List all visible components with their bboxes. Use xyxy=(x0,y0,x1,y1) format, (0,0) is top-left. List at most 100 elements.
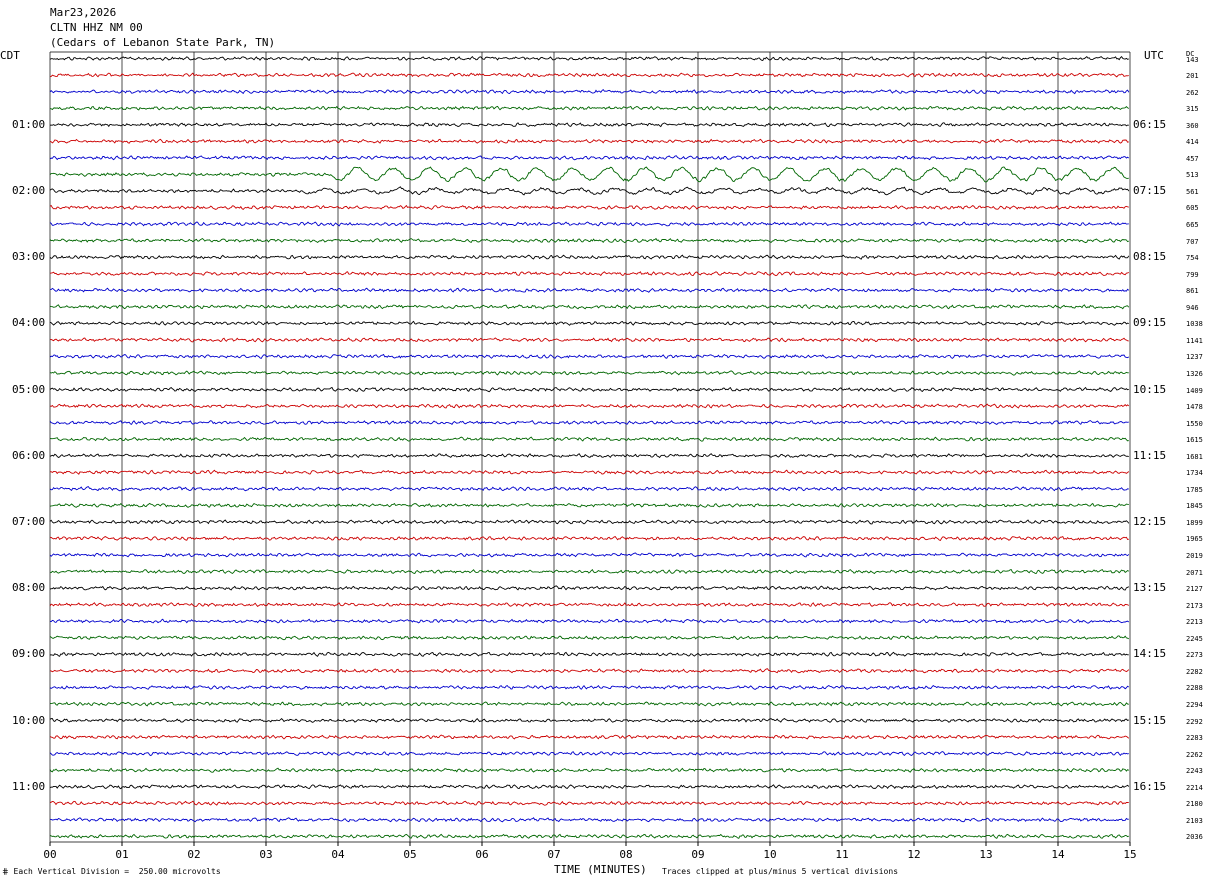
seismic-trace xyxy=(49,105,1130,111)
seismic-trace xyxy=(49,271,1129,277)
seismic-trace xyxy=(49,833,1129,839)
seismic-trace xyxy=(49,684,1130,690)
plot-header: Mar23,2026 CLTN HHZ NM 00 (Cedars of Leb… xyxy=(50,5,275,50)
dc-offset-label: 262 xyxy=(1186,88,1199,97)
left-hour-label: 04:00 xyxy=(12,316,46,330)
seismic-trace xyxy=(49,320,1129,326)
dc-offset-label: 1965 xyxy=(1186,535,1203,544)
seismic-trace xyxy=(49,55,1129,62)
scale-icon: ⋕ xyxy=(2,867,14,876)
seismic-trace xyxy=(49,635,1129,641)
right-hour-label: 16:15 xyxy=(1133,779,1167,793)
seismic-trace xyxy=(49,287,1130,293)
seismic-trace xyxy=(49,237,1129,244)
left-hour-label: 11:00 xyxy=(12,779,46,793)
dc-offset-label: 861 xyxy=(1186,287,1199,296)
dc-offset-label: 2283 xyxy=(1186,734,1203,743)
seismic-trace xyxy=(49,386,1129,393)
seismic-trace xyxy=(49,502,1129,508)
dc-offset-label: 414 xyxy=(1186,138,1199,147)
seismic-trace xyxy=(49,585,1130,591)
dc-offset-label: 2071 xyxy=(1186,568,1203,577)
dc-offset-label: 2288 xyxy=(1186,684,1203,693)
location-label: (Cedars of Lebanon State Park, TN) xyxy=(50,36,276,49)
dc-offset-label: 2262 xyxy=(1186,750,1203,759)
seismic-trace xyxy=(49,186,1130,196)
seismic-trace xyxy=(49,254,1130,260)
dc-header-label: DC xyxy=(1186,50,1195,58)
x-axis-ticks: 00 01 02 03 04 05 06 07 08 09 10 11 12 13 14 15 xyxy=(43,842,1137,861)
dc-offset-label: 1615 xyxy=(1186,436,1203,445)
seismic-trace xyxy=(49,72,1129,78)
x-tick-label: 02 xyxy=(187,848,200,861)
x-tick-label: 13 xyxy=(979,848,992,861)
right-hour-label: 06:15 xyxy=(1133,117,1167,131)
x-tick-label: 11 xyxy=(835,848,848,861)
x-tick-label: 08 xyxy=(619,848,632,861)
left-hour-label: 03:00 xyxy=(12,250,46,264)
dc-offset-label: 1785 xyxy=(1186,485,1203,494)
grid-lines xyxy=(49,51,1131,843)
seismic-trace xyxy=(49,800,1129,806)
seismic-trace xyxy=(49,552,1130,558)
seismic-trace xyxy=(49,817,1129,823)
seismic-trace xyxy=(49,718,1129,723)
seismic-trace xyxy=(49,420,1129,426)
seismic-trace xyxy=(49,403,1130,409)
seismic-trace xyxy=(49,166,1129,183)
dc-offset-label: 799 xyxy=(1186,270,1199,279)
seismic-trace xyxy=(49,536,1129,541)
seismic-trace xyxy=(49,469,1130,475)
date-label: Mar23,2026 xyxy=(50,6,117,19)
x-tick-label: 00 xyxy=(43,848,56,861)
left-hour-label: 01:00 xyxy=(12,117,46,131)
x-tick-label: 14 xyxy=(1051,848,1065,861)
scale-text: Each Vertical Division = 250.00 microvol… xyxy=(13,867,221,876)
dc-offset-label: 1899 xyxy=(1186,518,1203,527)
right-hour-label: 08:15 xyxy=(1133,250,1167,264)
x-tick-label: 03 xyxy=(259,848,272,861)
right-hour-label: 11:15 xyxy=(1133,448,1167,462)
seismic-trace xyxy=(49,436,1129,442)
left-hour-label: 07:00 xyxy=(12,514,46,528)
seismic-trace xyxy=(49,155,1130,161)
dc-offset-label: 754 xyxy=(1186,254,1199,263)
seismic-trace xyxy=(49,519,1130,525)
seismic-trace xyxy=(49,221,1129,227)
x-tick-label: 05 xyxy=(403,848,416,861)
seismic-trace xyxy=(49,204,1129,211)
dc-offset-label: 605 xyxy=(1186,204,1199,213)
left-hour-label: 09:00 xyxy=(12,647,46,661)
seismic-trace xyxy=(49,337,1129,343)
left-hour-label: 02:00 xyxy=(12,183,46,197)
dc-offset-label: 2036 xyxy=(1186,833,1203,842)
seismic-trace xyxy=(49,89,1130,95)
dc-offset-label: 2173 xyxy=(1186,601,1203,610)
dc-offset-label: 1409 xyxy=(1186,386,1203,395)
trace-group xyxy=(49,55,1130,839)
seismic-trace xyxy=(49,122,1129,128)
left-hour-label: 05:00 xyxy=(12,382,46,396)
seismic-trace xyxy=(49,568,1130,575)
dc-offset-label: 1326 xyxy=(1186,369,1203,378)
dc-offset-label: 360 xyxy=(1186,121,1199,130)
seismic-trace xyxy=(49,734,1130,740)
dc-offset-label: 513 xyxy=(1186,171,1199,180)
dc-offset-label: 1141 xyxy=(1186,336,1203,345)
dc-offset-label: 1550 xyxy=(1186,419,1203,428)
x-tick-label: 06 xyxy=(475,848,488,861)
x-tick-label: 09 xyxy=(691,848,704,861)
dc-offset-label: 315 xyxy=(1186,105,1199,114)
seismic-trace xyxy=(49,618,1130,624)
dc-offset-label: 1681 xyxy=(1186,452,1203,461)
seismic-trace xyxy=(49,602,1130,608)
scale-note: ⋕ Each Vertical Division = 250.00 microv… xyxy=(2,867,221,876)
right-hour-label: 09:15 xyxy=(1133,316,1167,330)
left-hour-label: 06:00 xyxy=(12,448,46,462)
dc-offset-label: 2292 xyxy=(1186,717,1203,726)
right-hour-label: 14:15 xyxy=(1133,647,1167,661)
right-hour-label: 12:15 xyxy=(1133,514,1167,528)
station-label: CLTN HHZ NM 00 xyxy=(50,21,143,34)
left-hour-label: 08:00 xyxy=(12,581,46,595)
dc-offset-label: 1734 xyxy=(1186,469,1203,478)
